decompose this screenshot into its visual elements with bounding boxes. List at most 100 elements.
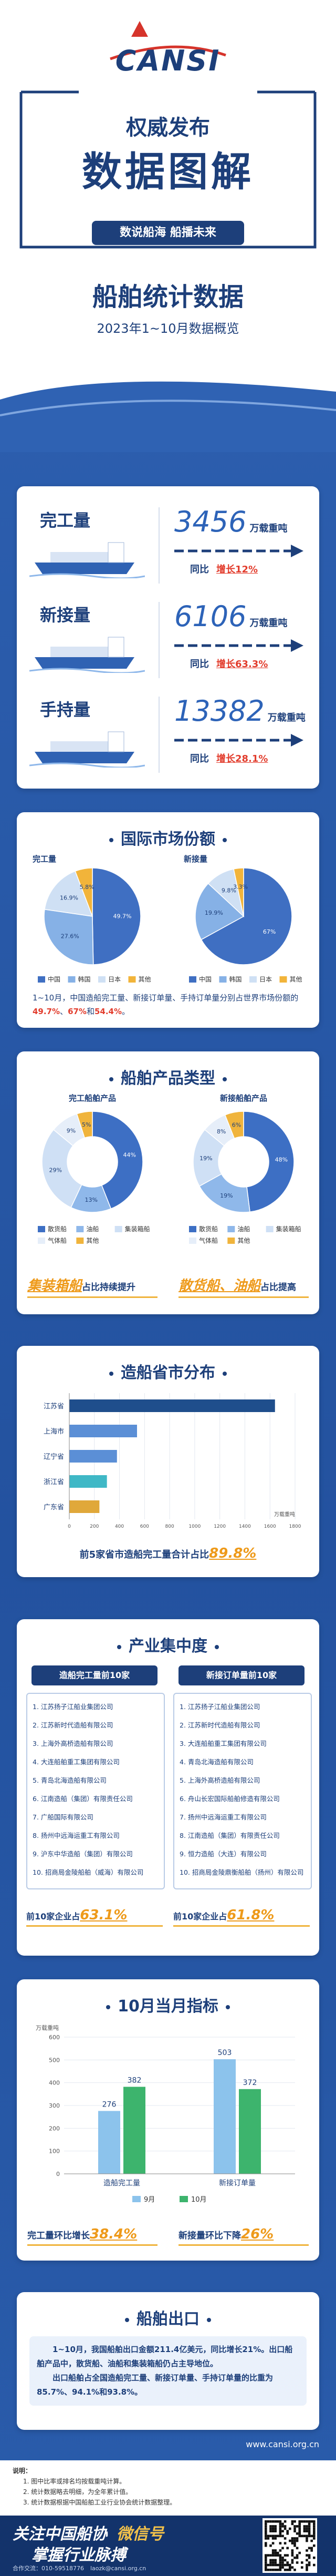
list-item: 2. 江苏新时代造船有限公司: [180, 1721, 260, 1729]
water: [29, 573, 145, 578]
province-note: 前5家省市造船完工量合计占比89.8%: [38, 1546, 298, 1561]
y-tick-label: 浙江省: [44, 1478, 64, 1486]
qr-cell: [303, 2520, 306, 2523]
qr-cell: [265, 2530, 267, 2532]
qr-cell: [265, 2522, 267, 2526]
note-part: 38.4%: [90, 2226, 138, 2242]
legend-label: 油船: [237, 1225, 250, 1233]
qr-cell: [308, 2554, 311, 2557]
bar: [69, 1475, 107, 1488]
qr-cell: [291, 2554, 294, 2557]
stat-row: 3456 万载重吨: [174, 505, 287, 538]
qr-cell: [274, 2569, 277, 2571]
qr-cell: [279, 2532, 282, 2535]
hull: [35, 657, 134, 669]
arrow: [174, 734, 303, 747]
stat-row: 6106 万载重吨: [174, 600, 287, 633]
list-item: 4. 大连船舶重工集团有限公司: [33, 1758, 120, 1766]
qr-cell: [281, 2534, 284, 2538]
qr-cell: [269, 2569, 272, 2571]
qr-cell: [279, 2563, 282, 2567]
qr-cell: [293, 2527, 296, 2530]
list-item: 9. 恒力造船（大连）有限公司: [180, 1850, 267, 1858]
qr-cell: [296, 2537, 299, 2540]
qr-cell: [265, 2544, 267, 2547]
bar: [123, 2087, 145, 2174]
slice: [201, 867, 292, 965]
qr-cell: [271, 2551, 275, 2554]
list-item: 6. 舟山长宏国际船舶修造有限公司: [180, 1795, 280, 1803]
qr-cell: [293, 2525, 296, 2528]
qr-cell: [274, 2549, 277, 2552]
qr-cell: [308, 2522, 311, 2526]
qr-cell: [293, 2530, 296, 2532]
qr-cell: [308, 2563, 311, 2567]
section-heading: 10月当月指标: [17, 1993, 319, 2016]
qr-cell: [310, 2539, 313, 2542]
slice: [92, 1111, 143, 1210]
x-tick-label: 1400: [239, 1524, 251, 1529]
dot: [125, 2317, 129, 2322]
qr-cell: [274, 2525, 277, 2528]
logo: CANSI: [115, 44, 221, 77]
product-note: 集装箱船占比持续提升: [27, 1275, 158, 1298]
footer-notes: 说明： 1. 图中比率或排名均按载重吨计算。 2. 统计数据略去明细，为全年累计值。…: [0, 2460, 336, 2516]
x-tick-label: 1600: [264, 1524, 276, 1529]
qr-cell: [265, 2534, 267, 2538]
qr-cell: [271, 2534, 275, 2538]
qr-cell: [274, 2537, 277, 2540]
water: [29, 668, 145, 673]
qr-cell: [284, 2569, 287, 2571]
qr-cell: [286, 2561, 289, 2564]
legend-swatch: [38, 1238, 45, 1244]
bridge: [108, 731, 124, 752]
qr-cell: [303, 2534, 306, 2538]
qr-cell: [265, 2566, 267, 2569]
legend-swatch: [227, 1226, 235, 1232]
dot: [215, 1644, 219, 1649]
qr-cell: [284, 2554, 287, 2557]
card: 10月当月指标 万载重吨 0 100 200 300 400 500 600 造船完工量 276 38…: [17, 1979, 319, 2261]
legend-swatch: [180, 2196, 188, 2202]
slice: [233, 867, 244, 917]
wave: [0, 381, 336, 452]
qr-cell: [306, 2530, 308, 2532]
qr-cell: [284, 2559, 287, 2562]
slice-label: 67%: [263, 928, 276, 935]
qr-cell: [274, 2554, 277, 2557]
section-title: 10月当月指标: [118, 1997, 218, 2016]
qr-cell: [310, 2534, 313, 2538]
qr-cell: [277, 2551, 279, 2554]
qr-cell: [281, 2561, 284, 2564]
legend-label: 散货船: [199, 1225, 218, 1233]
legend-swatch: [219, 976, 227, 983]
legend-label: 气体船: [199, 1236, 218, 1244]
qr-cell: [286, 2547, 289, 2550]
qr-cell: [284, 2563, 287, 2567]
section-title: 船舶出口: [136, 2310, 200, 2328]
slice: [92, 867, 141, 965]
note-part: 环比下降: [205, 2231, 241, 2241]
stat-label: 新接量: [40, 605, 91, 625]
chart-title: 完工船舶产品: [69, 1093, 116, 1103]
qr-cell: [298, 2525, 301, 2528]
slice-label: 49.7%: [113, 913, 132, 919]
divider: [159, 602, 160, 678]
legend-label: 9月: [144, 2196, 155, 2204]
slice: [195, 883, 245, 941]
value-label: 372: [243, 2079, 257, 2087]
qr-cell: [301, 2566, 303, 2569]
dot: [223, 1371, 227, 1376]
qr-cell: [274, 2551, 277, 2554]
legend-label: 油船: [86, 1225, 99, 1233]
qr-cell: [296, 2557, 299, 2559]
qr-cell: [274, 2559, 277, 2562]
list-title: 造船完工量前10家: [32, 1665, 158, 1685]
logo-swoosh: [110, 45, 226, 60]
list-item: 10. 招商局金陵船舶（威海）有限公司: [33, 1868, 144, 1876]
y-tick-label: 200: [49, 2125, 60, 2132]
y-tick-label: 0: [56, 2171, 60, 2178]
qr-cell: [298, 2532, 301, 2535]
